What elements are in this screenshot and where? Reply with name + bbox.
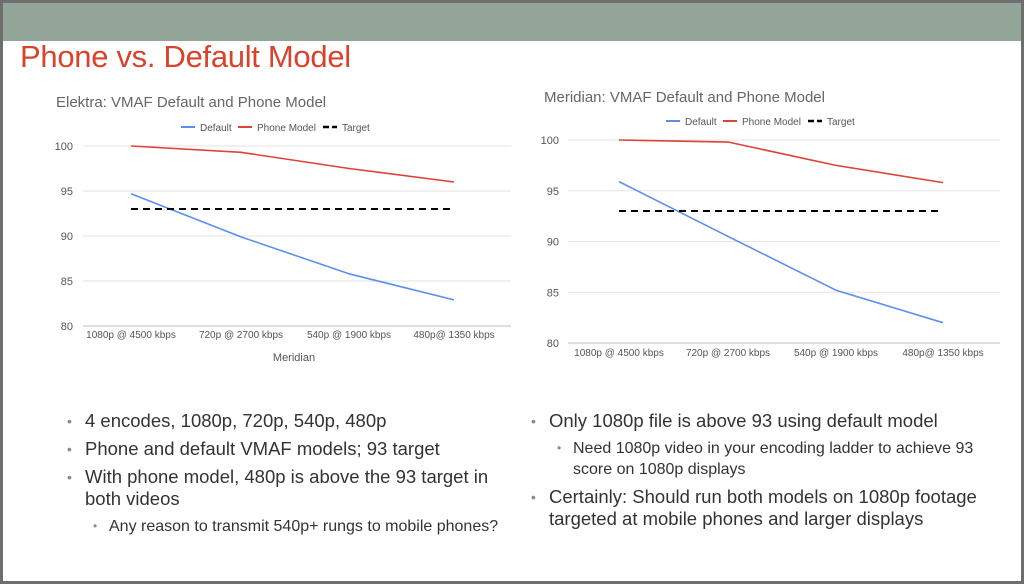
series-line-phone-model <box>618 139 944 184</box>
bullet-marker: • <box>557 441 562 455</box>
bullet-item: • 4 encodes, 1080p, 720p, 540p, 480p <box>63 410 503 432</box>
bullet-marker: • <box>67 441 72 457</box>
chart-2-title: Meridian: VMAF Default and Phone Model <box>544 89 825 106</box>
series-line-default <box>130 192 455 301</box>
legend-label: Default <box>200 123 232 134</box>
bullet-text: Only 1080p file is above 93 using defaul… <box>549 410 938 431</box>
legend-label: Target <box>342 123 370 134</box>
bullet-marker: • <box>67 413 72 429</box>
y-tick-label: 100 <box>55 141 73 153</box>
legend-label: Phone Model <box>257 123 316 134</box>
chart-1-title: Elektra: VMAF Default and Phone Model <box>56 94 327 111</box>
bullet-marker: • <box>93 519 98 533</box>
bullet-item: • Certainly: Should run both models on 10… <box>527 486 997 530</box>
y-tick-label: 95 <box>61 186 73 198</box>
legend-label: Default <box>685 117 717 128</box>
bullet-text: Phone and default VMAF models; 93 target <box>85 438 440 459</box>
slide-top-bar <box>3 3 1021 41</box>
y-tick-label: 85 <box>61 276 73 288</box>
y-tick-label: 80 <box>547 338 559 350</box>
bullet-text: With phone model, 480p is above the 93 t… <box>85 466 489 509</box>
bullet-text: Certainly: Should run both models on 108… <box>549 486 977 529</box>
x-tick-label: 540p @ 1900 kbps <box>307 330 391 341</box>
x-tick-label: 1080p @ 4500 kbps <box>86 330 176 341</box>
x-axis-title: Meridian <box>273 352 315 364</box>
sub-bullet-item: • Need 1080p video in your encoding ladde… <box>527 438 997 480</box>
legend-label: Phone Model <box>742 117 801 128</box>
y-tick-label: 90 <box>547 237 559 249</box>
y-tick-label: 80 <box>61 321 73 333</box>
sub-bullet-item: • Any reason to transmit 540p+ rungs to m… <box>63 516 503 537</box>
chart-meridian: 80 85 90 95 100 1080p @ 4500 kbps 720p @ 2700 … <box>541 117 1000 359</box>
y-tick-label: 95 <box>547 186 559 198</box>
x-tick-label: 540p @ 1900 kbps <box>794 348 878 359</box>
bullet-text: 4 encodes, 1080p, 720p, 540p, 480p <box>85 410 387 431</box>
slide-title: Phone vs. Default Model <box>20 39 351 74</box>
x-tick-label: 720p @ 2700 kbps <box>686 348 770 359</box>
chart-elektra: 80 85 90 95 100 1080p @ 4500 kbps 720p @ 2700 … <box>55 123 511 364</box>
bullet-text: Any reason to transmit 540p+ rungs to mo… <box>109 518 499 535</box>
bullet-text: Need 1080p video in your encoding ladder… <box>573 440 974 478</box>
y-tick-label: 85 <box>547 287 559 299</box>
x-tick-label: 480p@ 1350 kbps <box>902 348 983 359</box>
x-tick-label: 720p @ 2700 kbps <box>199 330 283 341</box>
bullet-marker: • <box>531 489 536 505</box>
bullet-item: • Phone and default VMAF models; 93 targe… <box>63 438 503 460</box>
left-bullet-list: • 4 encodes, 1080p, 720p, 540p, 480p • Phon… <box>63 410 503 543</box>
bullet-item: • Only 1080p file is above 93 using defau… <box>527 410 997 432</box>
x-tick-label: 480p@ 1350 kbps <box>413 330 494 341</box>
y-tick-label: 100 <box>541 135 559 147</box>
series-line-default <box>618 180 944 324</box>
x-tick-label: 1080p @ 4500 kbps <box>574 348 664 359</box>
bullet-item: • With phone model, 480p is above the 93 … <box>63 466 503 510</box>
y-tick-label: 90 <box>61 231 73 243</box>
series-line-phone-model <box>130 145 455 183</box>
right-bullet-list: • Only 1080p file is above 93 using defau… <box>527 410 997 536</box>
bullet-marker: • <box>67 469 72 485</box>
bullet-marker: • <box>531 413 536 429</box>
legend-label: Target <box>827 117 855 128</box>
